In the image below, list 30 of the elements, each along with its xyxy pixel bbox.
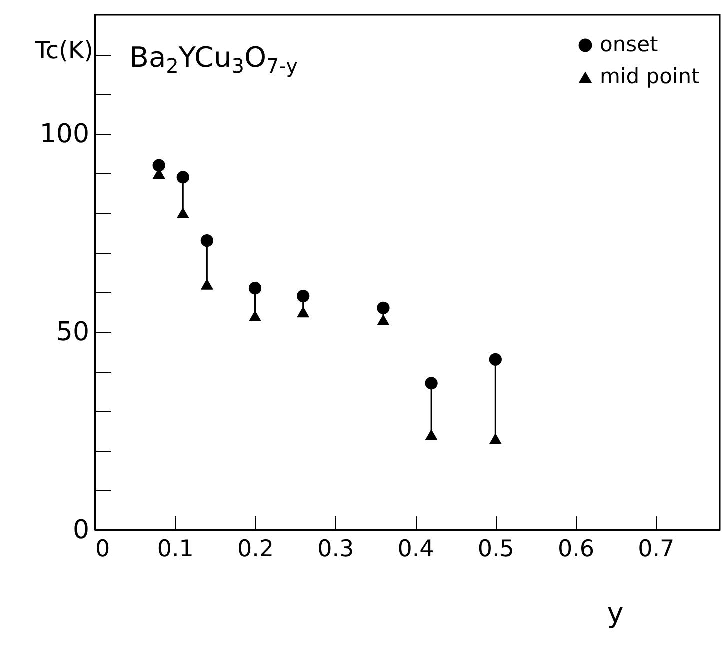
- text: Ba$_{2}$YCu$_{3}$O$_{7-y}$: [130, 41, 298, 78]
- point: [248, 282, 262, 295]
- x-tick-label: 0.5: [478, 536, 514, 562]
- x-tick-label: 0.4: [398, 536, 434, 562]
- x-tick-label: 0.6: [558, 536, 595, 562]
- point: [425, 429, 438, 440]
- x-tick-label: 0.3: [318, 536, 354, 562]
- y-tick-label: 100: [40, 119, 90, 150]
- legend-label: onset: [600, 32, 658, 56]
- point: [377, 314, 390, 326]
- y-tick-label: 50: [56, 317, 90, 348]
- point: [200, 234, 214, 248]
- x-axis-title: y: [607, 596, 624, 630]
- legend-label: mid point: [600, 64, 700, 88]
- point: [248, 310, 262, 322]
- point: [152, 159, 166, 172]
- point: [489, 353, 502, 366]
- point: [377, 302, 390, 314]
- point: [489, 433, 502, 444]
- point: [176, 171, 190, 184]
- x-tick-label: 0.2: [237, 536, 274, 562]
- x-tick-label: 0: [96, 536, 110, 562]
- point: [176, 208, 190, 219]
- x-tick-label: 0.1: [157, 536, 194, 562]
- x-tick-label: 0.7: [638, 536, 675, 562]
- y-axis-title: Tc(K): [34, 36, 94, 64]
- point: [297, 306, 310, 318]
- point: [297, 290, 310, 303]
- point: [200, 278, 214, 290]
- point: [425, 377, 438, 390]
